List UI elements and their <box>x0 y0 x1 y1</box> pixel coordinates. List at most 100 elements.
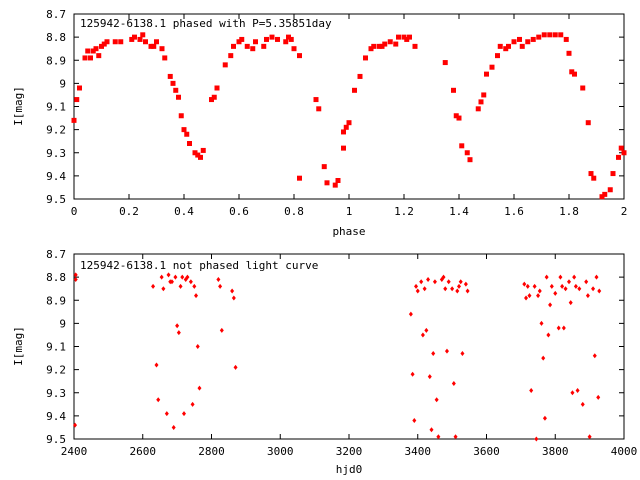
data-point <box>178 283 183 289</box>
data-point <box>495 53 500 59</box>
data-point <box>414 283 419 289</box>
y-tick-label: 9.5 <box>46 193 66 206</box>
data-point <box>456 115 462 121</box>
data-point <box>541 355 546 361</box>
data-point <box>112 39 118 45</box>
data-point <box>427 374 432 380</box>
data-point <box>376 43 382 49</box>
data-point <box>192 150 198 156</box>
data-point <box>537 288 542 294</box>
y-tick-label: 8.7 <box>46 248 66 261</box>
data-point <box>346 120 352 126</box>
data-point <box>231 43 236 49</box>
x-tick-label: 1.8 <box>559 205 579 218</box>
data-point <box>161 286 166 292</box>
data-point <box>451 87 456 93</box>
data-point <box>591 175 597 181</box>
data-point <box>171 424 176 430</box>
data-point <box>419 279 424 285</box>
data-point <box>250 46 256 52</box>
data-point <box>71 117 77 123</box>
data-point <box>77 85 82 91</box>
data-point <box>175 323 180 329</box>
data-point <box>357 73 363 79</box>
data-point <box>194 293 199 299</box>
y-tick-label: 8.7 <box>46 8 66 21</box>
data-point <box>73 422 78 428</box>
data-point <box>181 127 187 133</box>
axis-ticks: 0 0.2 0.4 0.6 0.8 1 1.2 1.4 1.6 1.8 2 8.7 8.8 8.9 9 9.1… <box>46 8 627 218</box>
data-point <box>176 330 181 336</box>
plot-frame <box>73 253 625 440</box>
data-point <box>88 55 93 61</box>
data-point <box>209 97 214 103</box>
data-point <box>214 85 220 91</box>
data-point <box>592 353 597 359</box>
data-point <box>463 281 468 287</box>
data-point <box>563 36 569 42</box>
data-point <box>530 36 536 42</box>
data-point <box>570 390 575 396</box>
data-point <box>129 36 135 42</box>
data-point <box>288 36 294 42</box>
data-point <box>218 283 223 289</box>
data-point <box>464 150 470 156</box>
data-point <box>231 295 236 301</box>
data-point <box>233 364 238 370</box>
data-point <box>96 53 102 59</box>
data-point <box>607 187 613 193</box>
data-point <box>99 43 104 49</box>
data-point <box>154 39 159 45</box>
data-point <box>444 348 449 354</box>
data-point <box>522 281 527 287</box>
data-point <box>577 286 582 292</box>
data-point <box>407 34 412 40</box>
data-point <box>182 411 186 417</box>
data-point <box>563 286 568 292</box>
data-point <box>556 325 561 331</box>
data-point <box>529 387 534 393</box>
y-tick-label: 9 <box>59 317 66 330</box>
data-point <box>82 55 88 61</box>
data-point <box>321 164 327 170</box>
y-tick-label: 9.1 <box>46 101 66 114</box>
data-point <box>239 36 245 42</box>
data-point <box>151 43 157 49</box>
data-point <box>275 36 280 42</box>
x-tick-label: 0.2 <box>119 205 139 218</box>
data-point <box>517 36 522 42</box>
data-points <box>71 32 627 200</box>
data-point <box>93 46 99 52</box>
data-point <box>426 276 431 282</box>
data-point <box>602 191 608 197</box>
data-point <box>368 46 374 52</box>
data-point <box>455 288 460 294</box>
data-point <box>424 327 429 333</box>
data-point <box>197 385 202 391</box>
data-point <box>244 43 250 49</box>
data-point <box>143 39 148 45</box>
data-point <box>261 43 267 49</box>
data-point <box>396 34 401 40</box>
data-point <box>178 113 184 119</box>
data-point <box>410 371 415 377</box>
data-point <box>436 434 441 440</box>
data-point <box>567 279 571 285</box>
data-point <box>511 39 517 45</box>
x-tick-label: 1.2 <box>394 205 414 218</box>
data-point <box>431 350 436 356</box>
data-point <box>195 344 200 349</box>
data-point <box>291 46 297 52</box>
data-point <box>187 141 192 146</box>
y-tick-label: 9.2 <box>46 364 66 377</box>
data-point <box>457 283 461 289</box>
data-point <box>453 113 459 119</box>
data-point <box>610 171 616 177</box>
data-point <box>591 286 596 292</box>
data-point <box>497 43 503 49</box>
data-point <box>541 32 547 38</box>
phased-light-curve-panel: 0 0.2 0.4 0.6 0.8 1 1.2 1.4 1.6 1.8 2 8.7 8.8 8.9 9 9.1… <box>12 8 627 238</box>
data-point <box>222 62 228 68</box>
data-point <box>219 327 224 333</box>
